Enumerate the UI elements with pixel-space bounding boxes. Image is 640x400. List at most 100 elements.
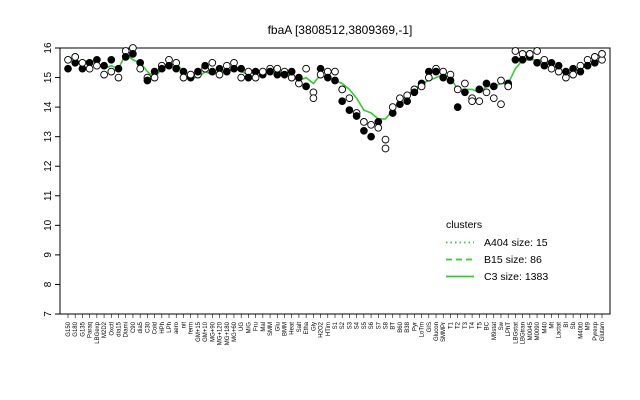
x-tick-label: S1 — [333, 321, 339, 329]
x-tick-label: MG+180 — [225, 321, 231, 345]
data-point-filled — [446, 76, 455, 85]
data-point-open — [150, 73, 159, 82]
data-point-filled — [352, 112, 361, 120]
data-point-open — [489, 94, 498, 103]
x-tick-label: SMMPr — [441, 322, 447, 342]
x-tick-label: T3 — [463, 321, 469, 329]
data-point-filled — [165, 61, 173, 70]
x-tick-label: T4 — [470, 321, 476, 329]
y-tick-label: 14 — [43, 101, 54, 113]
x-tick-label: ferm — [189, 322, 195, 334]
data-point-filled — [222, 67, 231, 76]
x-tick-label: G150 — [66, 321, 72, 336]
x-tick-label: dia5 — [138, 321, 144, 333]
data-point-filled — [172, 64, 181, 73]
data-point-open — [367, 120, 375, 129]
data-point-open — [136, 64, 145, 73]
data-point-filled — [230, 64, 238, 73]
data-point-filled — [410, 88, 419, 97]
series-line — [67, 52, 603, 120]
x-tick-label: Glutam — [600, 322, 606, 341]
x-tick-label: BMM — [282, 322, 288, 336]
y-tick-label: 16 — [43, 42, 54, 54]
data-point-open — [114, 73, 123, 82]
data-point-filled — [287, 67, 296, 76]
data-point-filled — [331, 76, 339, 85]
data-point-open — [504, 82, 513, 91]
data-point-filled — [64, 64, 72, 73]
data-point-open — [424, 73, 433, 82]
y-tick-label: 10 — [43, 219, 54, 231]
data-point-filled — [107, 55, 116, 64]
data-point-open — [208, 58, 217, 67]
data-point-filled — [583, 61, 592, 70]
x-tick-label: LBGtran — [521, 322, 527, 344]
data-point-open — [316, 70, 325, 79]
data-point-filled — [403, 97, 412, 106]
data-point-open — [533, 47, 541, 55]
data-point-open — [186, 70, 195, 79]
data-point-filled — [345, 106, 354, 114]
data-point-open — [273, 64, 282, 73]
data-point-open — [251, 73, 260, 82]
data-point-open — [93, 61, 101, 70]
x-tick-label: Paraq — [88, 322, 94, 338]
data-point-filled — [201, 61, 209, 70]
y-tick-label: 15 — [43, 72, 54, 84]
x-tick-label: Heat — [290, 322, 296, 335]
data-point-open — [374, 123, 383, 132]
x-tick-label: B38 — [405, 321, 411, 332]
x-tick-label: S7 — [376, 321, 382, 329]
x-tick-label: GM+15 — [196, 321, 202, 342]
x-tick-label: MG+60 — [232, 321, 238, 342]
data-point-filled — [489, 82, 498, 91]
x-tick-label: S8 — [384, 321, 390, 329]
y-tick-label: 12 — [43, 160, 54, 172]
series-layer — [67, 52, 603, 120]
x-tick-label: HPh — [160, 322, 166, 334]
x-tick-label: MG+90 — [210, 321, 216, 342]
y-axis: 7 8 9 10 11 12 13 14 15 16 — [43, 42, 60, 317]
x-tick-label: Glu — [275, 322, 281, 331]
x-tick-label: Etha — [304, 321, 310, 334]
x-tick-label: B60 — [398, 321, 404, 332]
x-tick-label: Glucon — [434, 322, 440, 341]
x-tick-label: C30 — [145, 321, 151, 333]
data-point-open — [179, 73, 188, 82]
data-point-open — [497, 100, 505, 109]
data-point-filled — [208, 67, 217, 76]
x-tick-label: Cold — [153, 322, 159, 334]
data-point-open — [417, 82, 426, 91]
x-tick-label: Pyr — [412, 322, 418, 331]
legend-label: C3 size: 1383 — [484, 271, 548, 283]
data-point-open — [237, 73, 246, 82]
x-tick-label: GIS — [427, 322, 433, 332]
x-tick-label: GM+10 — [203, 321, 209, 342]
chart-title: fbaA [3808512,3809369,-1] — [268, 23, 413, 37]
y-tick-label: 8 — [43, 281, 54, 287]
x-tick-label: M0090 — [535, 321, 541, 340]
data-point-filled — [129, 50, 137, 58]
x-tick-label: nit — [181, 322, 187, 329]
data-point-open — [64, 55, 72, 64]
data-point-filled — [540, 61, 549, 70]
x-tick-label: T2 — [456, 321, 462, 329]
x-tick-label: Mt — [549, 322, 555, 329]
data-point-open — [453, 85, 462, 94]
x-tick-label: M/G — [246, 322, 252, 334]
data-point-filled — [562, 67, 570, 76]
x-tick-label: H2O2 — [319, 321, 325, 337]
data-point-filled — [266, 67, 274, 76]
points-layer — [64, 44, 606, 153]
x-tick-label: LPh — [167, 322, 173, 333]
y-tick-label: 7 — [43, 311, 54, 317]
data-point-filled — [114, 64, 123, 73]
x-tick-label: Sb — [571, 321, 577, 329]
data-point-open — [461, 79, 469, 88]
data-point-open — [78, 58, 87, 67]
data-point-open — [511, 47, 520, 55]
data-point-open — [547, 64, 556, 73]
x-tick-label: dia15 — [117, 321, 123, 336]
data-point-open — [475, 97, 484, 106]
